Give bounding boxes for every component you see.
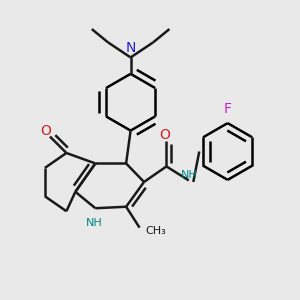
Text: NH: NH <box>85 218 102 228</box>
Text: F: F <box>224 102 232 116</box>
Text: CH₃: CH₃ <box>145 226 166 236</box>
Text: NH: NH <box>181 170 198 180</box>
Text: N: N <box>125 41 136 55</box>
Text: O: O <box>40 124 51 138</box>
Text: O: O <box>160 128 170 142</box>
